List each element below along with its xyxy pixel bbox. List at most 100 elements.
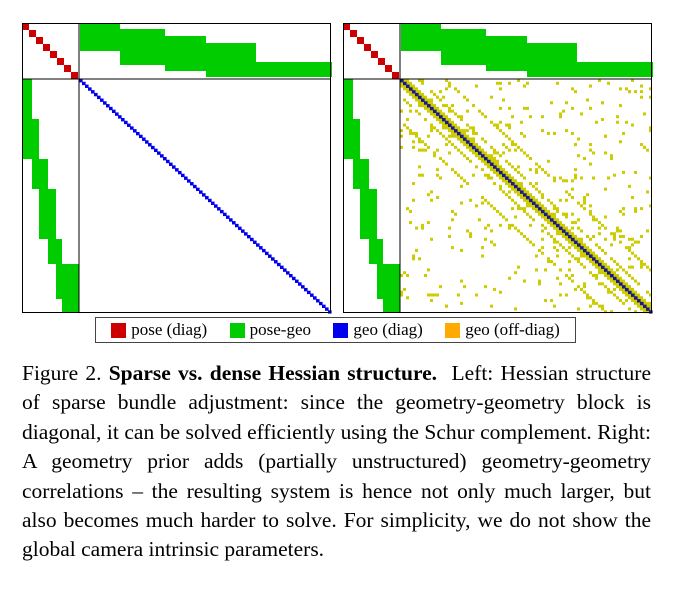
geo-offdiag-band-cell <box>475 165 478 169</box>
geo-offdiag-cell <box>640 262 643 266</box>
geo-offdiag-near-cell <box>619 276 622 280</box>
geo-offdiag-cell <box>502 151 505 155</box>
geo-offdiag-near-cell <box>451 123 454 127</box>
geo-offdiag-cell <box>598 282 601 286</box>
geo-offdiag-cell <box>589 204 592 208</box>
geo-offdiag-near-cell <box>517 182 520 186</box>
geo-offdiag-band-cell <box>592 215 595 219</box>
legend-label-geo-offdiag: geo (off-diag) <box>465 320 560 339</box>
geo-diag-cell <box>304 287 308 292</box>
geo-offdiag-cell <box>538 282 541 286</box>
geo-offdiag-cell <box>571 131 574 135</box>
geo-offdiag-band-cell <box>601 282 604 286</box>
geo-offdiag-cell <box>400 290 403 294</box>
pose-diag-block <box>57 58 64 65</box>
geo-offdiag-near-cell <box>574 235 577 238</box>
geo-offdiag-cell <box>418 165 421 169</box>
geo-diag-cell <box>568 235 572 239</box>
geo-offdiag-band-cell <box>463 154 466 158</box>
geo-offdiag-near-cell <box>451 131 454 135</box>
geo-offdiag-cell <box>610 154 613 158</box>
geo-offdiag-cell <box>526 237 529 241</box>
geo-offdiag-band-cell <box>520 232 523 236</box>
geo-offdiag-cell <box>604 134 607 138</box>
geo-offdiag-band-cell <box>406 101 409 105</box>
pose-diag-block <box>50 51 57 58</box>
pose-geo-block-top <box>486 36 527 71</box>
geo-offdiag-near-cell <box>460 137 463 141</box>
geo-offdiag-band-cell <box>571 221 574 225</box>
geo-offdiag-cell <box>409 109 412 113</box>
geo-offdiag-near-cell <box>619 287 622 291</box>
geo-offdiag-cell <box>559 198 562 202</box>
geo-offdiag-near-cell <box>505 182 508 186</box>
geo-diag-cell <box>418 95 422 100</box>
geo-offdiag-near-cell <box>532 198 535 202</box>
geo-offdiag-near-cell <box>523 187 526 191</box>
geo-diag-cell <box>592 257 596 261</box>
geo-offdiag-near-cell <box>514 182 517 186</box>
geo-offdiag-near-cell <box>532 204 535 208</box>
geo-offdiag-cell <box>487 173 490 177</box>
geo-offdiag-band-cell <box>514 143 517 147</box>
geo-offdiag-cell <box>649 204 652 208</box>
geo-offdiag-near-cell <box>586 248 589 252</box>
geo-offdiag-near-cell <box>457 134 460 138</box>
geo-offdiag-near-cell <box>442 115 445 119</box>
legend-item-pose-geo: pose-geo <box>229 320 311 340</box>
geo-offdiag-band-cell <box>493 207 496 211</box>
geo-offdiag-band-cell <box>460 176 463 180</box>
geo-offdiag-near-cell <box>598 268 601 272</box>
geo-offdiag-band-cell <box>496 151 499 155</box>
geo-offdiag-band-cell <box>586 293 589 297</box>
geo-offdiag-near-cell <box>613 279 616 283</box>
geo-diag-cell <box>151 145 155 150</box>
geo-offdiag-near-cell <box>436 118 439 121</box>
geo-offdiag-near-cell <box>559 223 562 227</box>
geo-offdiag-near-cell <box>595 254 598 258</box>
geo-offdiag-near-cell <box>574 243 577 247</box>
geo-offdiag-near-cell <box>634 290 637 294</box>
geo-offdiag-cell <box>577 137 580 141</box>
geo-offdiag-near-cell <box>421 95 424 99</box>
geo-offdiag-cell <box>418 173 421 177</box>
geo-offdiag-near-cell <box>520 184 523 188</box>
pose-geo-block-top <box>120 29 165 65</box>
geo-offdiag-near-cell <box>520 193 523 197</box>
geo-offdiag-cell <box>619 235 622 238</box>
geo-offdiag-band-cell <box>511 198 514 202</box>
geo-offdiag-band-cell <box>595 301 598 305</box>
geo-offdiag-band-cell <box>484 198 487 202</box>
geo-offdiag-cell <box>541 223 544 227</box>
geo-diag-cell <box>529 198 533 203</box>
geo-diag-cell <box>547 215 551 219</box>
geo-offdiag-near-cell <box>439 112 442 116</box>
geo-offdiag-band-cell <box>409 129 412 133</box>
geo-offdiag-cell <box>430 237 433 241</box>
geo-offdiag-cell <box>592 151 595 155</box>
geo-diag-cell <box>178 170 182 175</box>
geo-offdiag-near-cell <box>601 271 604 275</box>
geo-offdiag-near-cell <box>502 168 505 172</box>
geo-offdiag-cell <box>601 101 604 105</box>
geo-diag-cell <box>406 84 410 88</box>
geo-diag-cell <box>499 170 503 175</box>
geo-offdiag-cell <box>634 310 637 314</box>
geo-offdiag-cell <box>406 207 409 211</box>
geo-offdiag-cell <box>580 254 583 258</box>
geo-offdiag-cell <box>460 201 463 205</box>
geo-offdiag-near-cell <box>634 299 637 303</box>
geo-offdiag-near-cell <box>625 285 628 289</box>
geo-diag-cell <box>199 190 203 194</box>
geo-offdiag-near-cell <box>574 246 577 250</box>
geo-offdiag-cell <box>400 134 403 138</box>
geo-offdiag-near-cell <box>427 106 430 110</box>
geo-offdiag-cell <box>427 134 430 138</box>
geo-offdiag-cell <box>424 148 427 152</box>
geo-offdiag-band-cell <box>547 198 550 202</box>
geo-offdiag-cell <box>640 95 643 99</box>
geo-offdiag-cell <box>472 131 475 135</box>
geo-offdiag-near-cell <box>463 134 466 138</box>
geo-offdiag-near-cell <box>433 115 436 119</box>
geo-offdiag-cell <box>406 296 409 300</box>
